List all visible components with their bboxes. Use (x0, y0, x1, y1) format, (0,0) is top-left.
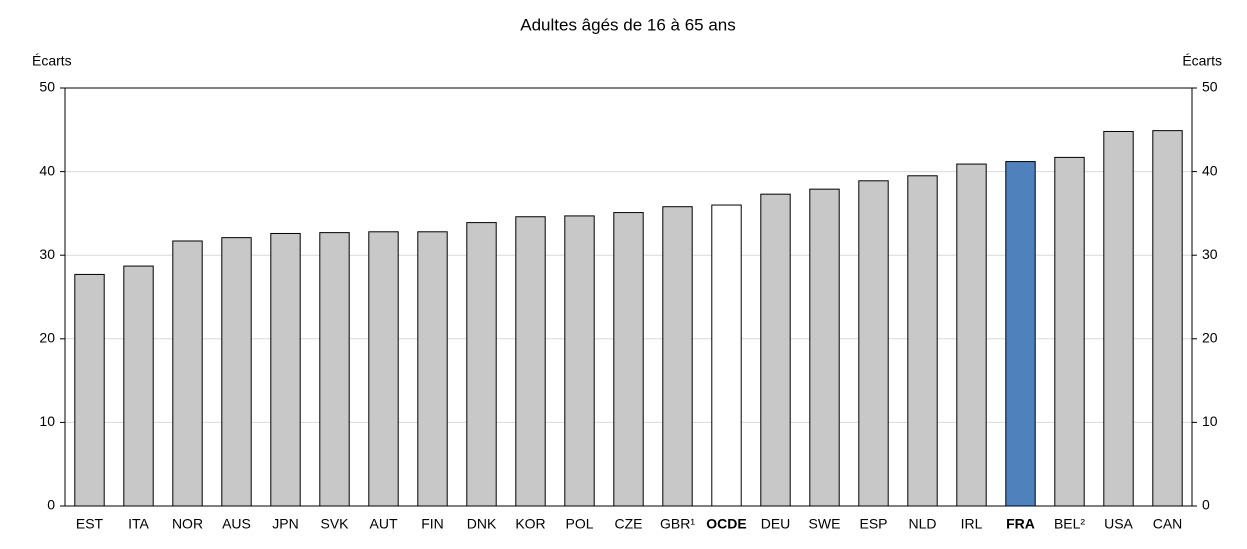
x-tick-label: GBR¹ (660, 516, 695, 532)
bar (221, 237, 252, 507)
y-tick-label: 0 (47, 497, 55, 513)
y2-axis-label: Écarts (1182, 53, 1222, 69)
bar (662, 206, 693, 507)
y2-tick-label: 20 (1202, 330, 1218, 346)
bar (956, 163, 987, 507)
x-tick-label: CAN (1153, 516, 1183, 532)
chart-title: Adultes âgés de 16 à 65 ans (520, 15, 736, 34)
x-tick-label: POL (565, 516, 593, 532)
x-tick-label: BEL² (1054, 516, 1085, 532)
x-tick-label: OCDE (706, 516, 746, 532)
bar (809, 188, 840, 507)
bar (907, 175, 938, 507)
bar (368, 231, 399, 507)
y-tick-label: 50 (39, 79, 55, 95)
bar (760, 193, 791, 507)
bar (1152, 130, 1183, 507)
y2-tick-label: 40 (1202, 162, 1218, 178)
bar (858, 180, 889, 507)
y-tick-label: 10 (39, 413, 55, 429)
bar (466, 222, 497, 507)
x-tick-label: ITA (128, 516, 149, 532)
bar (613, 212, 644, 507)
x-tick-label: SWE (809, 516, 841, 532)
x-tick-label: AUT (370, 516, 398, 532)
x-tick-label: USA (1104, 516, 1133, 532)
x-tick-label: NOR (172, 516, 203, 532)
y2-tick-label: 30 (1202, 246, 1218, 262)
y2-tick-label: 0 (1202, 497, 1210, 513)
plot-frame (64, 87, 1193, 507)
bar (564, 215, 595, 507)
x-tick-label: EST (76, 516, 104, 532)
bar (319, 232, 350, 507)
bar (1005, 161, 1036, 507)
x-tick-label: FIN (421, 516, 444, 532)
x-tick-label: FRA (1006, 516, 1035, 532)
x-tick-label: NLD (908, 516, 936, 532)
bar (1103, 130, 1134, 507)
bar (711, 204, 742, 507)
y-tick-label: 30 (39, 246, 55, 262)
x-tick-label: AUS (222, 516, 251, 532)
bar (515, 216, 546, 507)
y2-tick-label: 10 (1202, 413, 1218, 429)
y-axis-label: Écarts (32, 53, 72, 69)
x-tick-label: DEU (761, 516, 791, 532)
y2-tick-label: 50 (1202, 79, 1218, 95)
x-tick-label: SVK (320, 516, 349, 532)
x-tick-label: IRL (961, 516, 983, 532)
bar (172, 240, 203, 507)
x-tick-label: CZE (615, 516, 643, 532)
y-tick-label: 40 (39, 162, 55, 178)
bar (270, 232, 301, 507)
bar (74, 273, 105, 507)
bar (123, 265, 154, 507)
bar (417, 231, 448, 507)
x-tick-label: DNK (467, 516, 497, 532)
y-tick-label: 20 (39, 330, 55, 346)
x-tick-label: KOR (515, 516, 545, 532)
x-tick-label: JPN (272, 516, 298, 532)
bar (1054, 156, 1085, 507)
x-tick-label: ESP (859, 516, 887, 532)
